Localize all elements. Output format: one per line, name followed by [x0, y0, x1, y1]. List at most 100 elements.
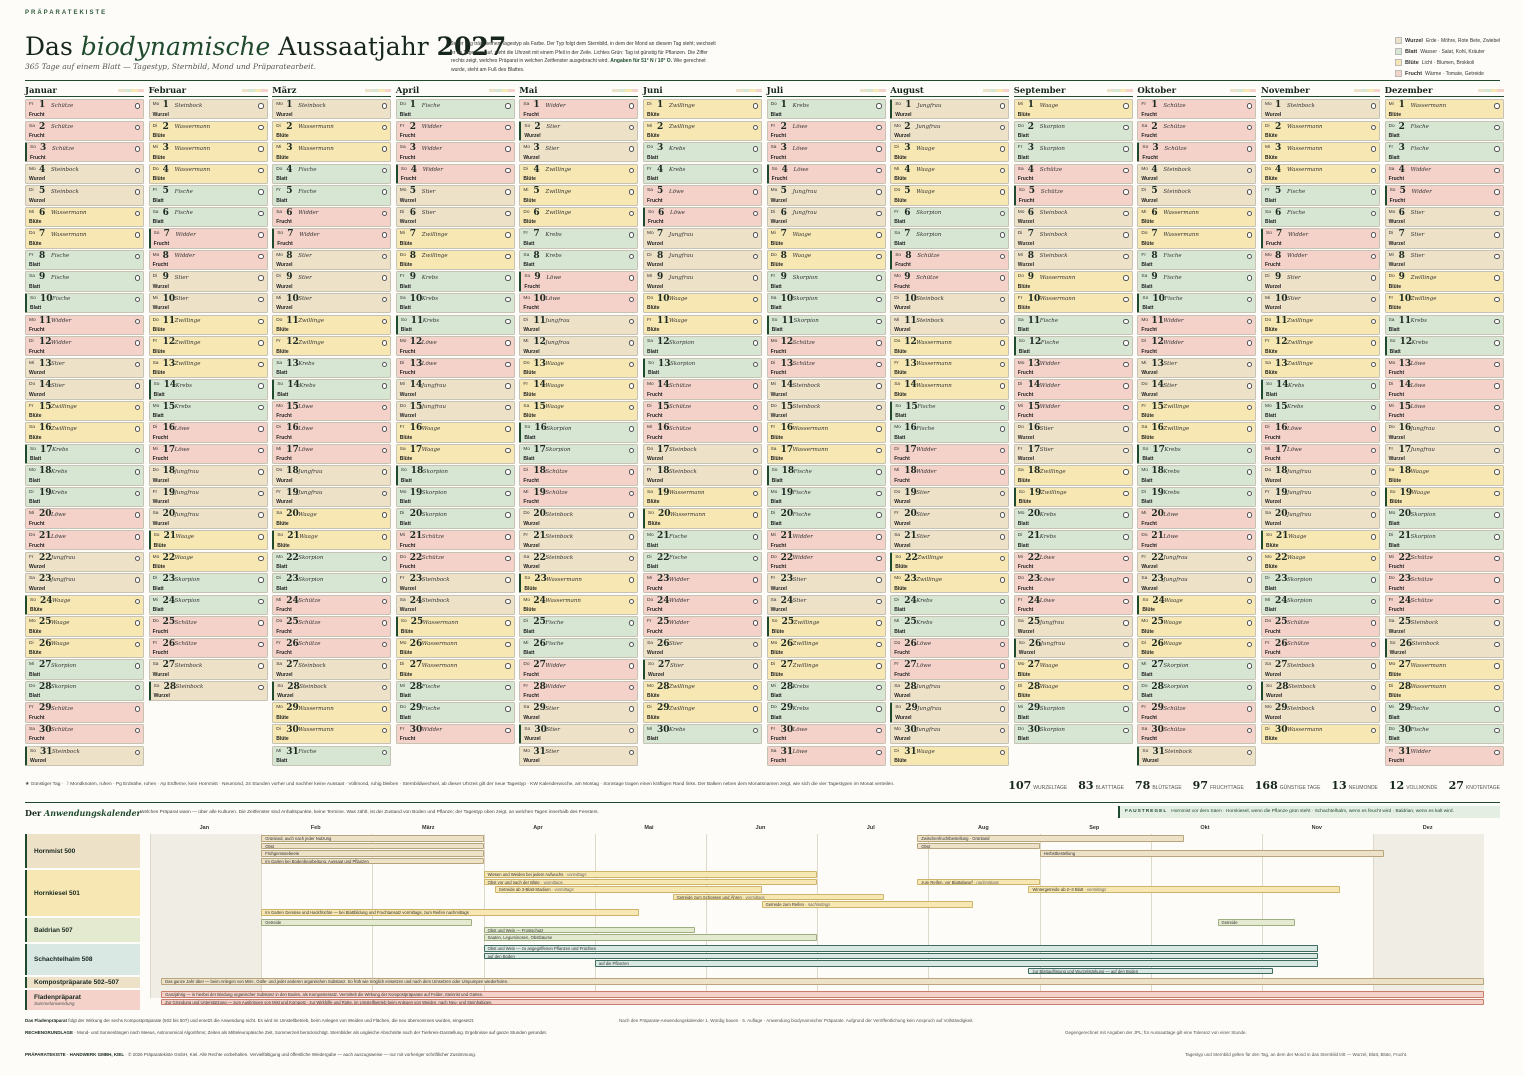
day-weekday: Fr	[894, 360, 899, 366]
moon-icon	[752, 426, 758, 432]
moon-icon	[505, 577, 511, 583]
day-type: Frucht	[30, 154, 46, 161]
day-type: Blatt	[1265, 413, 1277, 420]
day-type: Wurzel	[1018, 650, 1036, 657]
moon-icon	[628, 404, 635, 411]
moon-icon	[381, 189, 388, 195]
day-weekday: Mi	[1388, 252, 1394, 258]
day-number: 15	[1151, 401, 1164, 412]
day-number: 31	[1152, 746, 1165, 757]
day-sign: Jungfrau	[669, 253, 694, 260]
day-type: Frucht	[276, 413, 292, 420]
day-type: Frucht	[523, 499, 539, 506]
moon-icon	[752, 577, 758, 583]
day-cell: Do 16 Jungfrau Wurzel	[1384, 422, 1504, 443]
application-calendar-title: Der Anwendungskalender	[25, 808, 141, 818]
day-cell: Di 7 Steinbock Wurzel	[1013, 228, 1133, 249]
moon-icon	[505, 469, 511, 475]
day-sign: Steinbock	[298, 662, 326, 669]
day-type: Blüte	[276, 714, 289, 721]
day-type: Blatt	[1017, 520, 1029, 527]
moon-icon	[876, 275, 882, 281]
moon-icon	[876, 340, 882, 346]
moon-icon	[381, 103, 388, 109]
day-number: 19	[533, 487, 546, 498]
day-sign: Widder	[422, 167, 444, 174]
day-weekday: Mo	[523, 597, 531, 603]
day-sign: Stier	[545, 145, 560, 152]
day-weekday: Fr	[523, 683, 528, 689]
day-type: Wurzel	[1017, 456, 1035, 463]
moon-icon	[1123, 706, 1129, 712]
day-number: 17	[1027, 444, 1041, 455]
day-type: Blatt	[29, 477, 41, 484]
moon-icon	[752, 512, 758, 518]
day-sign: Waage	[545, 361, 564, 368]
day-type: Blüte	[1017, 477, 1031, 484]
day-weekday: So	[153, 683, 160, 689]
application-month-label: Nov	[1311, 825, 1322, 831]
legend-desc: Wärme · Tomate, Getreide	[1425, 70, 1484, 77]
day-number: 5	[533, 186, 540, 197]
day-number: 16	[780, 423, 794, 434]
day-sign: Schütze	[421, 533, 445, 540]
day-sign: Schütze	[52, 145, 75, 152]
day-number: 30	[1027, 724, 1041, 735]
day-weekday: So	[1266, 533, 1272, 538]
day-sign: Jungfrau	[298, 468, 323, 475]
day-weekday: Sa	[152, 360, 159, 366]
day-type: Frucht	[276, 219, 292, 226]
moon-icon	[1370, 490, 1376, 497]
day-cell: So 20 Wassermann Blüte	[643, 508, 762, 529]
day-number: 25	[162, 617, 176, 628]
day-weekday: Sa	[399, 295, 406, 301]
day-cell: Mi 14 Steinbock Wurzel	[766, 379, 886, 400]
day-sign: Fische	[298, 188, 317, 195]
moon-icon	[1370, 577, 1376, 583]
day-cell: Fr 20 Stier Wurzel	[890, 508, 1010, 529]
moon-icon	[381, 749, 388, 755]
day-weekday: Mi	[523, 339, 529, 345]
day-weekday: Fr	[1141, 403, 1146, 409]
day-type: Blüte	[894, 348, 907, 355]
day-cell: Mo 10 Löwe Frucht	[519, 292, 639, 314]
day-cell: So 10 Fische Blatt	[1137, 292, 1257, 314]
day-type: Wurzel	[1141, 585, 1158, 592]
day-weekday: Do	[1388, 123, 1395, 129]
day-sign: Krebs	[51, 468, 68, 475]
moon-icon	[1370, 404, 1376, 411]
day-weekday: So	[30, 446, 36, 452]
moon-icon	[258, 534, 264, 540]
day-weekday: Sa	[152, 511, 159, 517]
moon-icon	[1494, 620, 1500, 626]
day-type: Blüte	[1265, 736, 1278, 743]
moon-icon	[752, 189, 758, 195]
day-cell: Fr 14 Waage Blüte	[519, 379, 639, 400]
day-cell: So 24 Waage Blüte	[1137, 594, 1257, 616]
day-weekday: Fr	[1265, 489, 1270, 495]
day-weekday: Di	[894, 597, 899, 603]
day-number: 5	[286, 186, 293, 197]
day-sign: Schütze	[545, 468, 568, 475]
application-bar: zum Reifen, vor Blattabwurf · nachmittag…	[917, 878, 1040, 886]
moon-icon	[134, 598, 140, 605]
day-sign: Skorpion	[546, 425, 572, 432]
moon-icon	[1494, 641, 1500, 648]
application-bar-text: auf die Pflanzen	[598, 961, 629, 967]
moon-icon	[258, 490, 264, 497]
day-cell: Mo 6 Steinbock Wurzel	[1013, 206, 1133, 228]
application-bar-note: · vormittags	[551, 887, 574, 893]
day-cell: Sa 16 Zwillinge Blüte	[25, 422, 144, 443]
day-cell: Di 6 Jungfrau Wurzel	[766, 206, 886, 228]
day-cell: Fr 5 Fische Blatt	[148, 185, 268, 206]
day-weekday: Di	[399, 511, 405, 517]
moon-icon	[999, 146, 1006, 152]
day-type: Blüte	[894, 154, 907, 161]
day-type: Frucht	[523, 671, 539, 678]
application-row-label: Hornkiesel 501	[34, 889, 80, 897]
application-bar: Obst und Wein — Frostschutz	[483, 926, 695, 934]
day-type: Frucht	[399, 133, 416, 140]
day-cell: Fr 19 Jungfrau Wurzel	[148, 486, 268, 508]
day-type: Blatt	[523, 628, 535, 635]
day-type: Frucht	[400, 176, 417, 183]
